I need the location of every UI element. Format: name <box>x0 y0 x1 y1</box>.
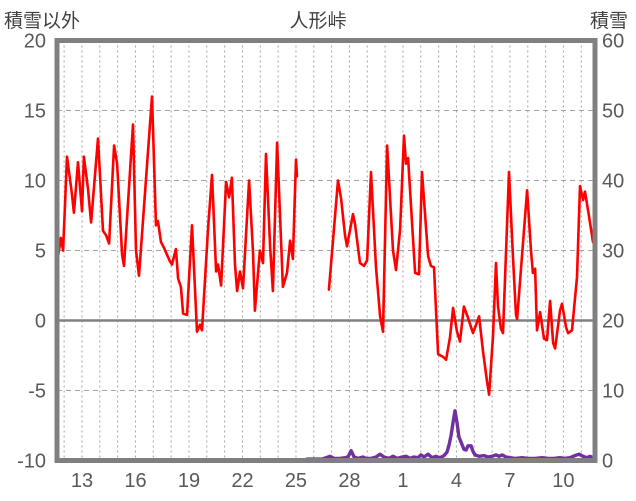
right-axis-tick-label: 10 <box>602 381 624 403</box>
x-axis-tick-label: 16 <box>124 470 146 492</box>
left-axis-label: 積雪以外 <box>4 11 81 32</box>
right-axis-label: 積雪 <box>589 11 628 32</box>
x-axis-tick-label: 4 <box>451 470 462 492</box>
right-axis-tick-label: 50 <box>602 101 624 123</box>
left-axis-tick-label: 10 <box>24 171 46 193</box>
x-axis-tick-label: 28 <box>338 470 360 492</box>
right-axis-tick-label: 0 <box>602 451 613 473</box>
snow-depth-line <box>305 409 595 461</box>
right-axis-tick-label: 30 <box>602 241 624 263</box>
plot-frame <box>54 38 598 463</box>
right-axis-tick-label: 40 <box>602 171 624 193</box>
left-axis-tick-label: -10 <box>17 451 46 473</box>
x-axis-tick-label: 7 <box>504 470 515 492</box>
page-title: 人形峠 <box>289 11 347 32</box>
temperature-line <box>327 134 595 396</box>
x-axis-tick-label: 22 <box>231 470 253 492</box>
right-axis-tick-label: 20 <box>602 311 624 333</box>
left-axis-tick-label: 0 <box>35 311 46 333</box>
x-axis-tick-label: 13 <box>71 470 93 492</box>
temperature-line <box>56 95 299 333</box>
right-axis-tick-label: 60 <box>602 31 624 53</box>
x-axis-tick-label: 25 <box>285 470 307 492</box>
x-axis-tick-label: 1 <box>397 470 408 492</box>
left-axis-tick-label: 5 <box>35 241 46 263</box>
left-axis-tick-label: 15 <box>24 101 46 123</box>
left-axis-tick-label: 20 <box>24 31 46 53</box>
x-axis-tick-label: 10 <box>552 470 574 492</box>
x-axis-tick-label: 19 <box>178 470 200 492</box>
left-axis-tick-label: -5 <box>28 381 46 403</box>
